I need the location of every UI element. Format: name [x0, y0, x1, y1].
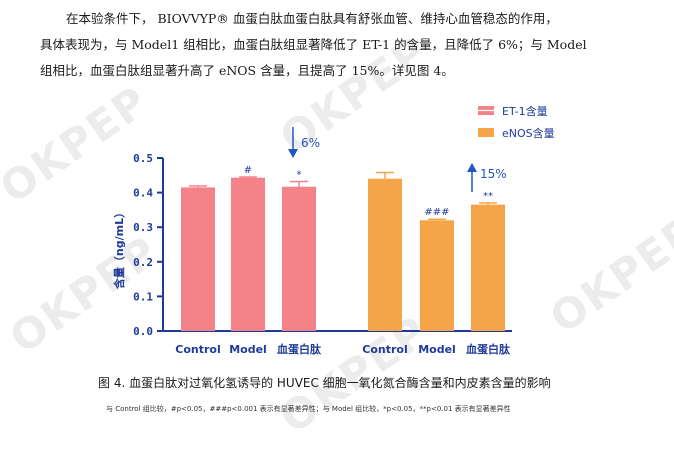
bar-enos-0 — [368, 178, 402, 331]
significance-label: # — [244, 165, 252, 176]
x-tick-label: 血蛋白肽 — [277, 342, 322, 356]
x-tick-label: Control — [175, 343, 220, 356]
y-tick-label: 0.4 — [133, 187, 153, 200]
bar-et1-2 — [282, 186, 316, 331]
bar-et1-0 — [181, 187, 215, 331]
enos-change-label: 15% — [480, 167, 507, 181]
y-tick-label: 0.3 — [133, 221, 153, 234]
y-tick-label: 0.2 — [133, 256, 153, 269]
down-arrow-head — [288, 149, 298, 158]
x-tick-label: 血蛋白肽 — [466, 342, 511, 356]
paragraph-line-3: 组相比，血蛋白肽组显著升高了 eNOS 含量，且提高了 15%。详见图 4。 — [40, 63, 454, 78]
y-axis-title: 含量（ng/mL） — [112, 207, 126, 290]
legend-label: eNOS含量 — [502, 126, 555, 140]
legend-label: ET-1含量 — [502, 104, 548, 118]
y-tick-label: 0.5 — [133, 152, 153, 165]
y-tick-label: 0.1 — [133, 290, 153, 303]
x-tick-label: Control — [362, 343, 407, 356]
figure-note: 与 Control 组比较，#p<0.05，###p<0.001 表示有显著差异… — [106, 405, 511, 413]
bar-enos-2 — [471, 204, 505, 331]
bar-enos-1 — [420, 220, 454, 331]
paragraph-line-2: 具体表现为，与 Model1 组相比，血蛋白肽组显著降低了 ET-1 的含量，且… — [40, 37, 587, 52]
significance-label: ### — [424, 207, 449, 218]
figure-caption: 图 4. 血蛋白肽对过氧化氢诱导的 HUVEC 细胞一氧化氮合酶含量和内皮素含量… — [98, 376, 551, 390]
bar-et1-1 — [231, 177, 265, 331]
significance-label: ** — [483, 191, 493, 202]
significance-label: * — [297, 170, 302, 181]
et1-change-label: 6% — [301, 136, 320, 150]
x-tick-label: Model — [229, 343, 267, 356]
paragraph-line-1: 在本验条件下， BIOVVYP® 血蛋白肽血蛋白肽具有舒张血管、维持心血管稳态的… — [66, 11, 558, 26]
x-tick-label: Model — [418, 343, 456, 356]
legend-swatch — [478, 128, 494, 137]
y-tick-label: 0.0 — [133, 325, 153, 338]
body-paragraph: 在本验条件下， BIOVVYP® 血蛋白肽血蛋白肽具有舒张血管、维持心血管稳态的… — [40, 6, 650, 84]
up-arrow-head — [467, 163, 477, 172]
